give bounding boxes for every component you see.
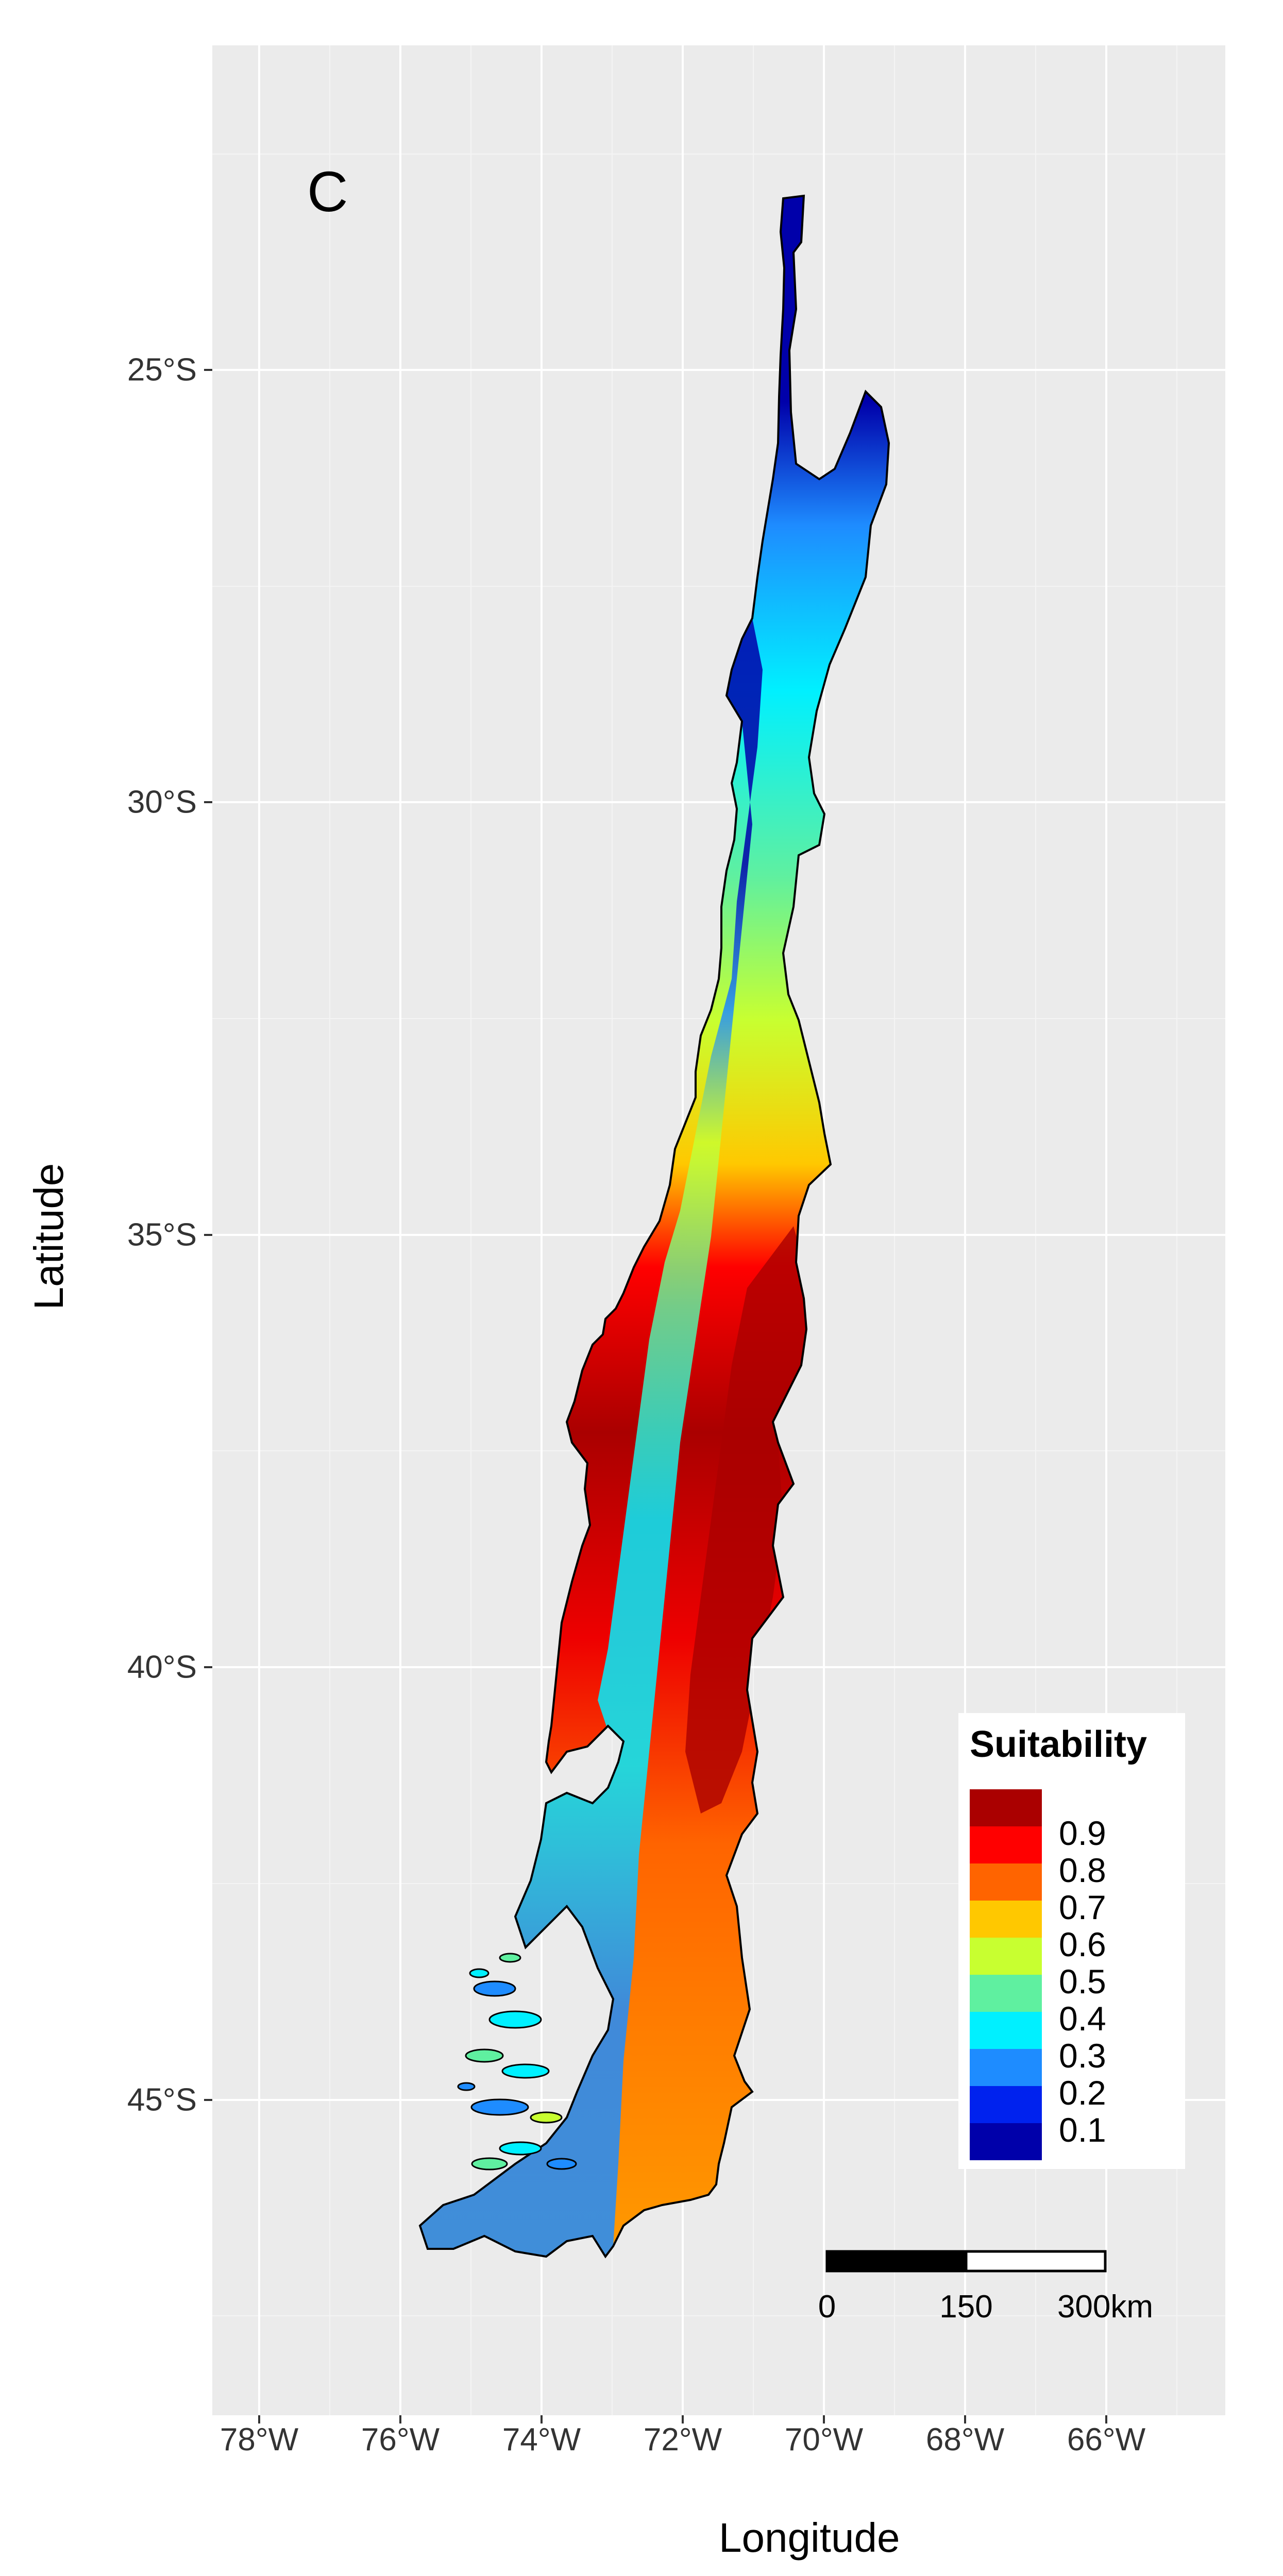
legend-label: 0.7	[1059, 1888, 1106, 1926]
southern-islands	[457, 1953, 577, 2171]
y-tick-label: 35°S	[127, 1217, 197, 1253]
legend-label: 0.1	[1059, 2111, 1106, 2149]
scale-bar	[825, 2250, 1107, 2273]
legend-label: 0.3	[1059, 2037, 1106, 2075]
x-tick-label: 70°W	[784, 2422, 864, 2458]
legend-title: Suitability	[970, 1724, 1147, 1765]
legend-colorbar	[970, 1789, 1042, 2160]
y-tick-label: 40°S	[127, 1649, 197, 1685]
x-tick-label: 68°W	[925, 2422, 1005, 2458]
suitability-raster	[418, 194, 890, 2259]
country-outline	[418, 194, 890, 2259]
y-tick-label: 45°S	[127, 2082, 197, 2118]
x-tick-label: 74°W	[502, 2422, 581, 2458]
panel-label: C	[307, 160, 348, 224]
y-tick-label: 30°S	[127, 784, 197, 820]
legend-label: 0.4	[1059, 1999, 1106, 2038]
scale-bar-label: 300km	[1057, 2289, 1154, 2325]
x-axis-label: Longitude	[719, 2515, 900, 2561]
legend-label: 0.6	[1059, 1925, 1106, 1963]
axis-ticks	[204, 369, 1107, 2424]
y-tick-label: 25°S	[127, 352, 197, 388]
scale-bar-label: 0	[818, 2289, 836, 2325]
y-axis-label: Latitude	[26, 1163, 72, 1310]
legend: Suitability 0.9 0.8 0.7 0.6 0.5 0.4 0.3 …	[958, 1713, 1185, 2169]
x-tick-label: 72°W	[643, 2422, 722, 2458]
legend-label: 0.5	[1059, 1962, 1106, 2001]
x-tick-label: 76°W	[361, 2422, 440, 2458]
legend-label: 0.8	[1059, 1851, 1106, 1889]
legend-label: 0.9	[1059, 1814, 1106, 1852]
legend-label: 0.2	[1059, 2074, 1106, 2112]
scale-bar-label: 150	[939, 2289, 993, 2325]
x-tick-label: 66°W	[1067, 2422, 1146, 2458]
x-tick-label: 78°W	[220, 2422, 299, 2458]
